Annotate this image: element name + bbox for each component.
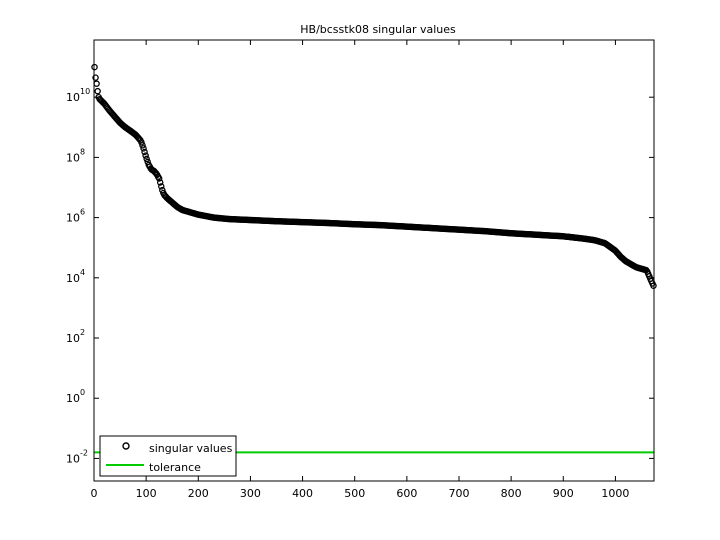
y-tick-label: 108 [66, 147, 85, 164]
x-tick-label: 600 [396, 487, 417, 500]
plot-frame [93, 39, 655, 482]
chart-title: HB/bcsstk08 singular values [300, 23, 456, 36]
y-tick-label: 102 [66, 328, 85, 345]
y-tick-label: 10-2 [66, 448, 88, 465]
x-tick-label: 0 [91, 487, 98, 500]
legend: singular values tolerance [99, 435, 237, 477]
legend-label-singular-values: singular values [149, 442, 233, 455]
singular-value-point [650, 282, 657, 289]
singular-value-point [155, 175, 163, 182]
x-tick-label: 200 [188, 487, 209, 500]
legend-label-tolerance: tolerance [149, 461, 201, 474]
y-tick-label: 100 [66, 388, 85, 405]
singular-value-point [138, 139, 145, 146]
singular-value-point [156, 179, 164, 186]
singular-value-point [92, 74, 99, 81]
x-axis-ticks: 0 100 200 300 400 500 600 700 800 900 1000 [91, 40, 629, 500]
x-tick-label: 700 [448, 487, 469, 500]
legend-box [99, 435, 237, 477]
y-axis-ticks: 1010 108 106 104 102 100 10-2 [66, 87, 654, 465]
y-tick-label: 106 [66, 208, 85, 225]
x-tick-label: 1000 [601, 487, 629, 500]
legend-marker-singular-values [122, 442, 130, 450]
x-tick-label: 100 [136, 487, 157, 500]
singular-value-point [91, 63, 98, 71]
x-tick-label: 300 [240, 487, 261, 500]
x-tick-label: 400 [292, 487, 313, 500]
x-tick-label: 800 [501, 487, 522, 500]
singular-value-point [143, 155, 150, 163]
x-tick-label: 500 [344, 487, 365, 500]
x-tick-label: 900 [553, 487, 574, 500]
plot-area [91, 63, 657, 454]
singular-value-point [139, 142, 146, 149]
y-tick-label: 1010 [66, 87, 90, 104]
y-tick-label: 104 [66, 268, 85, 285]
singular-value-point [141, 148, 148, 156]
singular-value-point [158, 183, 165, 190]
singular-value-point [140, 145, 147, 152]
singular-value-point [142, 152, 149, 159]
singular-value-point [94, 87, 101, 95]
